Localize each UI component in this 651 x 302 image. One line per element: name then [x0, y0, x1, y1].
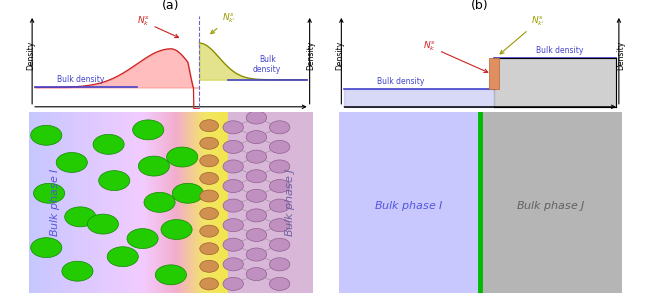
Text: $N_k^s$: $N_k^s$ [423, 40, 488, 72]
Circle shape [270, 219, 290, 232]
Bar [490, 59, 499, 89]
Circle shape [246, 189, 267, 202]
Circle shape [246, 130, 267, 144]
Circle shape [223, 121, 243, 134]
Circle shape [246, 248, 267, 261]
Circle shape [107, 247, 138, 267]
Circle shape [127, 229, 158, 249]
Circle shape [173, 183, 204, 203]
Bar [480, 112, 622, 293]
Circle shape [270, 160, 290, 173]
Text: $N_{k'}^{s}$: $N_{k'}^{s}$ [500, 15, 545, 54]
Circle shape [156, 265, 186, 285]
Circle shape [161, 220, 192, 239]
Circle shape [223, 179, 243, 193]
Circle shape [223, 258, 243, 271]
Circle shape [223, 160, 243, 173]
Text: Density: Density [307, 41, 316, 70]
Circle shape [167, 147, 198, 167]
Circle shape [200, 137, 219, 149]
Circle shape [246, 209, 267, 222]
Circle shape [200, 155, 219, 167]
Circle shape [270, 121, 290, 134]
Text: Bulk phase $I$: Bulk phase $I$ [374, 199, 444, 213]
Circle shape [31, 125, 62, 145]
Title: (b): (b) [471, 0, 489, 12]
Circle shape [200, 207, 219, 220]
Bar [339, 112, 480, 293]
Circle shape [133, 120, 164, 140]
Circle shape [223, 219, 243, 232]
Text: Density: Density [335, 41, 344, 70]
Text: Bulk phase $I$: Bulk phase $I$ [48, 167, 62, 237]
Circle shape [270, 277, 290, 291]
Circle shape [144, 192, 175, 212]
Circle shape [93, 134, 124, 154]
Circle shape [200, 243, 219, 255]
Circle shape [270, 258, 290, 271]
Text: Bulk phase $J$: Bulk phase $J$ [516, 199, 586, 213]
Circle shape [200, 120, 219, 132]
Circle shape [31, 238, 62, 258]
Circle shape [87, 214, 118, 234]
Circle shape [200, 260, 219, 272]
Text: Bulk density: Bulk density [57, 75, 104, 84]
Text: Bulk
density: Bulk density [253, 55, 281, 74]
Text: Density: Density [616, 41, 625, 70]
Circle shape [246, 150, 267, 163]
Circle shape [223, 199, 243, 212]
Circle shape [34, 183, 64, 203]
Circle shape [64, 207, 96, 227]
Circle shape [200, 172, 219, 185]
Text: Bulk density: Bulk density [377, 76, 424, 85]
Circle shape [246, 111, 267, 124]
Circle shape [270, 199, 290, 212]
Text: Bulk phase $J$: Bulk phase $J$ [283, 167, 297, 237]
Circle shape [246, 268, 267, 281]
Circle shape [270, 179, 290, 193]
Circle shape [200, 190, 219, 202]
Circle shape [223, 277, 243, 291]
Title: (a): (a) [162, 0, 180, 12]
Text: $N_k^s$: $N_k^s$ [137, 15, 178, 38]
Circle shape [246, 170, 267, 183]
Circle shape [99, 171, 130, 191]
Circle shape [56, 153, 87, 172]
Text: Bulk density: Bulk density [536, 46, 583, 55]
Circle shape [200, 278, 219, 290]
Text: Density: Density [26, 41, 35, 70]
Circle shape [138, 156, 169, 176]
Circle shape [270, 140, 290, 153]
Circle shape [223, 238, 243, 251]
Circle shape [270, 238, 290, 251]
Circle shape [246, 228, 267, 242]
Text: $N_{k'}^{s}$: $N_{k'}^{s}$ [211, 12, 236, 34]
Circle shape [200, 225, 219, 237]
Circle shape [62, 261, 93, 281]
Circle shape [223, 140, 243, 153]
